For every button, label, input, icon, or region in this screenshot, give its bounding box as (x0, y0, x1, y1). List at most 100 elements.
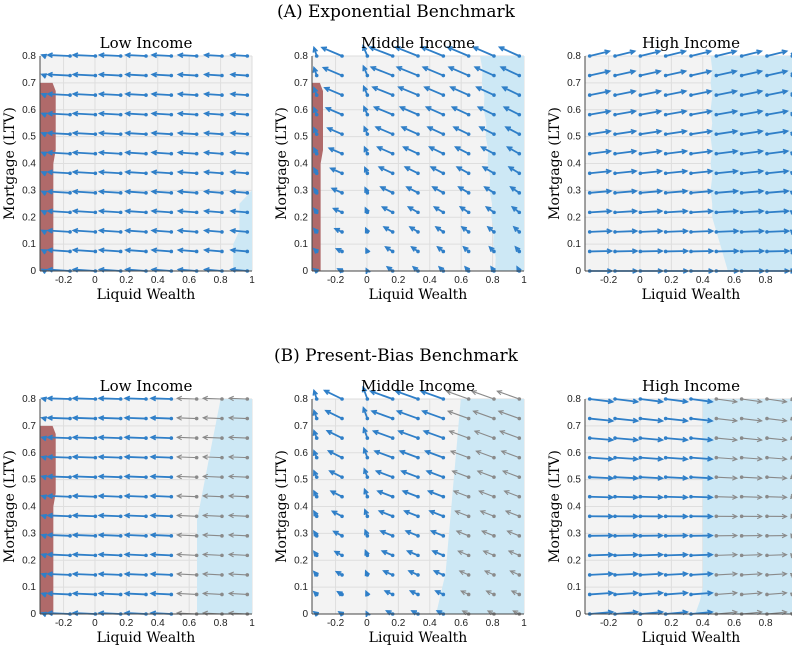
quiver-origin-dot (93, 475, 98, 479)
quiver-arrow (665, 210, 688, 214)
quiver-arrowhead (731, 89, 739, 95)
quiver-origin-dot (340, 455, 344, 460)
quiver-arrow (152, 112, 172, 116)
quiver-arrowhead (730, 49, 738, 56)
quiver-origin-dot (613, 494, 617, 499)
quiver-arrowhead (452, 490, 459, 496)
quiver-origin-dot (194, 455, 199, 460)
quiver-arrow (125, 171, 147, 175)
quiver-origin-dot (466, 514, 471, 519)
quiver-arrowhead (321, 66, 329, 73)
quiver-arrowhead (682, 208, 689, 215)
quiver-arrow (73, 151, 96, 155)
quiver-origin-dot (587, 151, 592, 156)
quiver-arrow (47, 229, 71, 233)
quiver-arrowhead (630, 128, 638, 135)
quiver-origin-dot (765, 475, 769, 479)
quiver-arrow (370, 390, 393, 400)
quiver-arrowhead (312, 207, 319, 214)
quiver-arrowhead (382, 570, 389, 576)
quiver-arrowhead (227, 493, 234, 499)
quiver-arrow (203, 592, 222, 596)
quiver-origin-dot (416, 592, 420, 597)
quiver-origin-dot (68, 210, 72, 215)
quiver-arrowhead (71, 208, 79, 215)
quiver-arrowhead (362, 64, 368, 72)
quiver-origin-dot (517, 151, 522, 156)
quiver-arrow (665, 170, 687, 175)
quiver-arrowhead (731, 69, 738, 75)
quiver-origin-dot (689, 534, 693, 538)
quiver-origin-dot (517, 132, 522, 136)
quiver-origin-dot (714, 534, 719, 538)
panel-title-b: (B) Present-Bias Benchmark (274, 346, 518, 366)
quiver-arrow (177, 573, 197, 576)
quiver-origin-dot (93, 191, 98, 195)
quiver-origin-dot (739, 514, 744, 519)
quiver-origin-dot (340, 73, 344, 78)
quiver-arrowhead (312, 106, 319, 114)
quiver-origin-dot (220, 171, 224, 176)
quiver-origin-dot (194, 592, 199, 597)
quiver-arrowhead (657, 436, 665, 443)
quiver-origin-dot (390, 171, 395, 176)
quiver-arrow (431, 530, 444, 537)
quiver-origin-dot (93, 573, 98, 577)
quiver-arrowhead (783, 228, 791, 235)
y-tick-label: 0.5 (567, 132, 581, 143)
quiver-origin-dot (340, 230, 344, 234)
quiver-arrowhead (329, 490, 337, 496)
quiver-origin-dot (441, 397, 446, 401)
y-tick-label: 0.4 (22, 502, 36, 513)
quiver-origin-dot (714, 112, 719, 117)
quiver-origin-dot (220, 592, 224, 597)
quiver-origin-dot (613, 191, 617, 195)
quiver-arrow (589, 170, 611, 175)
quiver-arrowhead (450, 106, 458, 112)
quiver-origin-dot (587, 514, 592, 519)
quiver-arrowhead (406, 206, 414, 212)
quiver-arrowhead (175, 551, 183, 558)
quiver-origin-dot (68, 112, 72, 117)
quiver-arrow (716, 592, 737, 596)
quiver-arrowhead (657, 417, 665, 424)
quiver-arrowhead (376, 146, 383, 152)
quiver-arrow (716, 210, 738, 214)
quiver-arrow (99, 455, 121, 459)
quiver-arrowhead (97, 551, 105, 558)
quiver-origin-dot (466, 112, 471, 117)
quiver-arrowhead (632, 532, 640, 539)
quiver-arrow (589, 553, 613, 557)
quiver-origin-dot (638, 514, 643, 519)
quiver-arrowhead (756, 398, 763, 404)
quiver-arrowhead (313, 186, 319, 194)
y-tick-label: 0.6 (567, 105, 581, 116)
quiver-arrowhead (374, 126, 382, 132)
quiver-arrow (426, 470, 444, 479)
quiver-arrow (381, 550, 394, 557)
quiver-arrowhead (756, 89, 764, 95)
quiver-origin-dot (739, 592, 744, 597)
quiver-origin-dot (689, 592, 693, 597)
quiver-arrow (614, 591, 638, 596)
quiver-arrow (614, 417, 638, 422)
quiver-arrowhead (504, 510, 512, 516)
quiver-arrow (380, 186, 394, 194)
quiver-arrow (614, 110, 636, 116)
quiver-origin-dot (441, 514, 446, 519)
quiver-arrow (665, 495, 688, 499)
quiver-origin-dot (220, 112, 224, 117)
quiver-arrow (665, 150, 687, 155)
quiver-arrowhead (756, 532, 763, 539)
quiver-origin-dot (441, 573, 446, 577)
quiver-arrow (766, 573, 787, 576)
quiver-arrowhead (175, 571, 183, 577)
quiver-origin-dot (314, 93, 319, 97)
quiver-origin-dot (245, 494, 250, 499)
quiver-arrow (125, 132, 147, 136)
quiver-origin-dot (613, 436, 617, 440)
quiver-arrow (407, 550, 419, 557)
quiver-origin-dot (466, 151, 471, 156)
quiver-origin-dot (118, 210, 123, 215)
quiver-origin-dot (340, 436, 344, 440)
